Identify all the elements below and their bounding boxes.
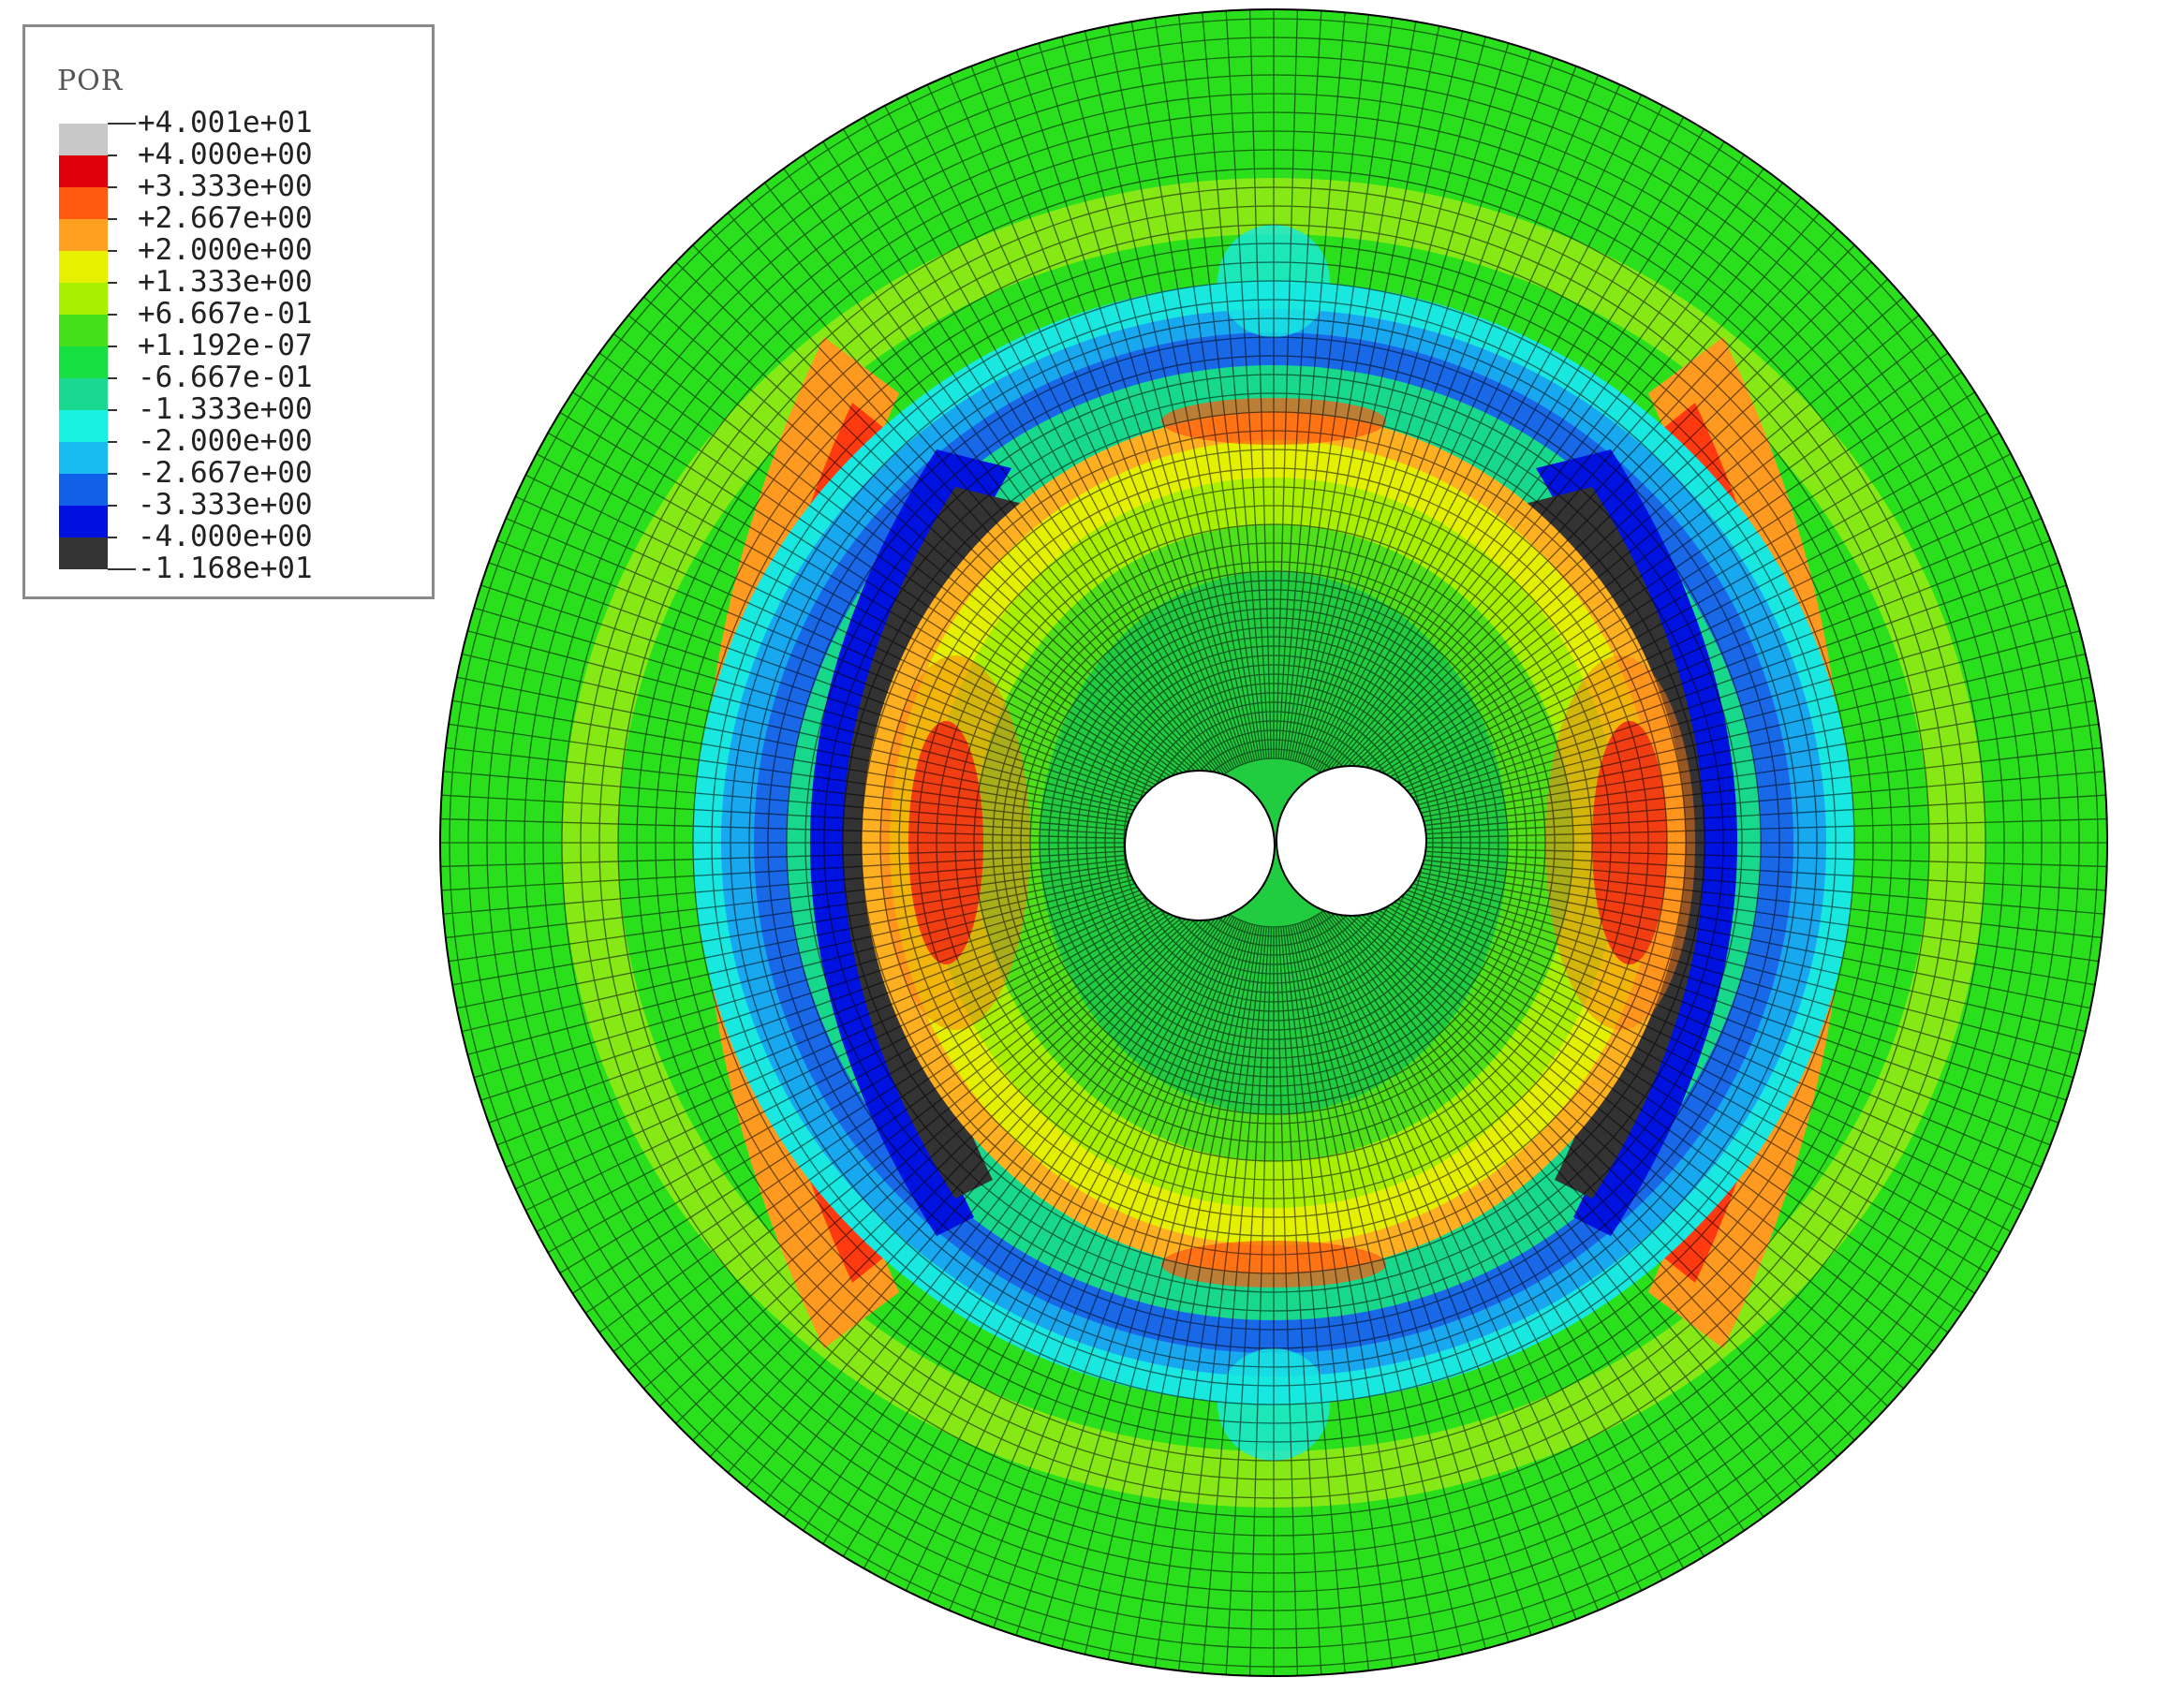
legend-swatch (59, 506, 108, 537)
legend-swatch (59, 346, 108, 378)
contour-legend: POR +4.001e+01 +4.000e+00 +3.333e+00 +2.667… (22, 24, 435, 599)
legend-color-bar (59, 124, 108, 569)
legend-swatch (59, 124, 108, 155)
legend-tick (108, 314, 117, 316)
legend-tick (108, 346, 117, 347)
legend-label: -1.168e+01 (138, 552, 313, 585)
legend-tick (108, 441, 117, 443)
legend-swatch (59, 155, 108, 187)
legend-tick (108, 123, 136, 125)
legend-label: -2.000e+00 (138, 424, 313, 458)
legend-label: +1.333e+00 (138, 265, 313, 299)
left-dark-crescent (810, 449, 1011, 1236)
legend-swatch (59, 442, 108, 474)
legend-tick (108, 409, 117, 411)
right-dark-crescent (1536, 449, 1737, 1236)
legend-label: -3.333e+00 (138, 488, 313, 522)
legend-title: POR (57, 65, 124, 97)
legend-label: +4.001e+01 (138, 106, 313, 140)
legend-swatch (59, 219, 108, 251)
legend-tick (108, 154, 117, 156)
right-dark-core (1517, 487, 1704, 1199)
legend-swatch (59, 537, 108, 569)
mesh-grid (440, 9, 2107, 1676)
legend-label: +1.192e-07 (138, 329, 313, 362)
legend-tick (108, 218, 117, 220)
left-hole (1124, 770, 1276, 921)
legend-swatch (59, 315, 108, 346)
legend-tick (108, 505, 117, 507)
legend-label: -4.000e+00 (138, 520, 313, 553)
legend-label: -6.667e-01 (138, 360, 313, 394)
legend-label: +2.667e+00 (138, 201, 313, 235)
legend-swatch (59, 410, 108, 442)
left-dark-core (843, 487, 1030, 1199)
legend-swatch (59, 378, 108, 410)
legend-label: -2.667e+00 (138, 456, 313, 490)
legend-label: +3.333e+00 (138, 169, 313, 203)
legend-label: -1.333e+00 (138, 392, 313, 426)
legend-tick (108, 250, 117, 252)
legend-label: +4.000e+00 (138, 138, 313, 171)
legend-tick (108, 473, 117, 475)
legend-label: +2.000e+00 (138, 233, 313, 267)
contour-plot (439, 8, 2108, 1677)
legend-tick (108, 377, 117, 379)
legend-tick (108, 568, 136, 570)
right-hole (1276, 765, 1427, 917)
legend-tick (108, 186, 117, 188)
legend-tick (108, 282, 117, 284)
legend-swatch (59, 283, 108, 315)
legend-tick (108, 537, 117, 538)
legend-label: +6.667e-01 (138, 297, 313, 331)
legend-swatch (59, 187, 108, 219)
legend-swatch (59, 251, 108, 283)
legend-swatch (59, 474, 108, 506)
